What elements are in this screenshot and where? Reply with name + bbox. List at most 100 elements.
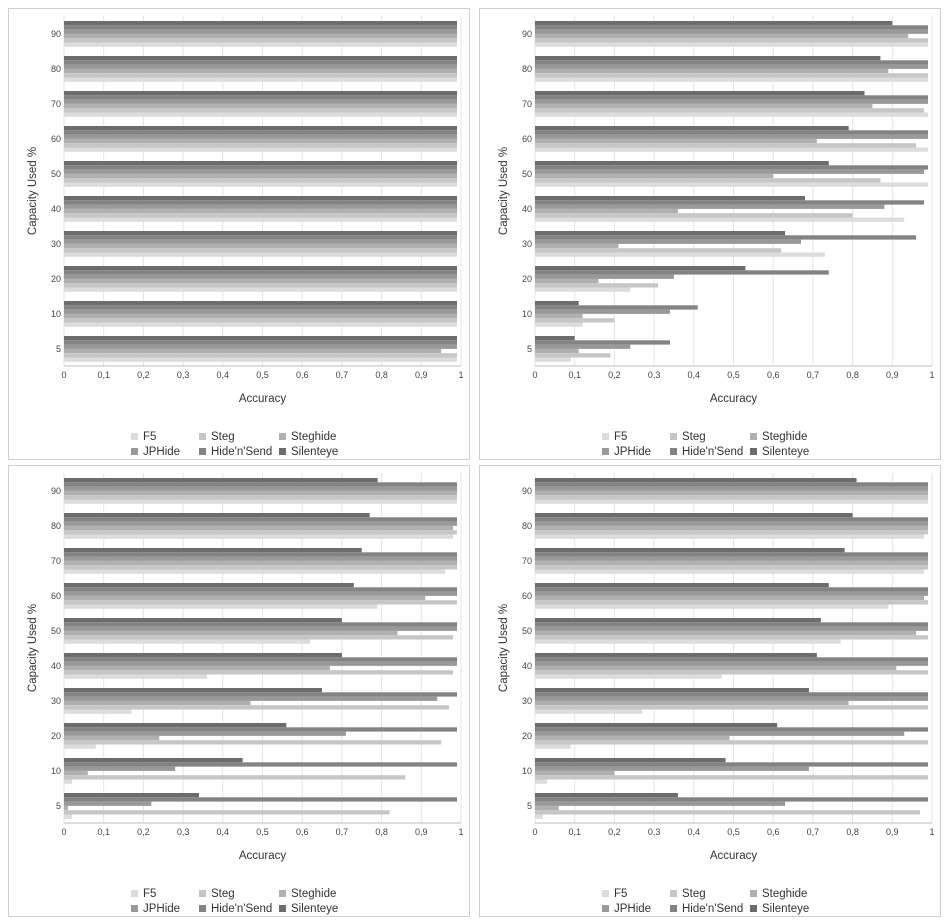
bar-hide-n-send-5: [64, 340, 458, 345]
legend-label: F5: [614, 430, 628, 443]
x-tick-label: 0,3: [177, 827, 190, 837]
legend: F5 Steg Steghide JPHide Hide'n'Send Silenteye: [480, 886, 940, 916]
bar-steghide-70: [535, 103, 873, 109]
bar-silenteye-30: [535, 231, 786, 236]
legend-swatch: [750, 890, 757, 897]
bar-jphide-30: [64, 239, 458, 244]
bar-silenteye-50: [64, 161, 458, 166]
bar-silenteye-10: [64, 758, 243, 763]
bar-hide-n-send-40: [64, 657, 458, 662]
legend-swatch: [670, 448, 677, 455]
bar-steghide-5: [64, 348, 442, 354]
legend-item: Silenteye: [750, 446, 818, 458]
x-tick-label: 0,2: [137, 827, 150, 837]
legend-swatch: [279, 433, 286, 440]
bar-jphide-40: [535, 661, 929, 666]
y-tick-label: 50: [51, 626, 61, 636]
bar-hide-n-send-70: [535, 95, 929, 100]
bar-f5-20: [64, 287, 458, 292]
bar-steghide-30: [535, 243, 619, 249]
x-tick-label: 0,4: [688, 827, 701, 837]
chart-svg: 5 10 20 30 40 50 60 70 80 90 0 0,1 0,2 0,3 0,4 0,5 0,6 0,…: [27, 16, 464, 405]
bar-steghide-80: [64, 525, 454, 531]
bar-f5-5: [535, 814, 543, 819]
bar-silenteye-50: [535, 618, 821, 623]
y-tick-label: 60: [51, 591, 61, 601]
legend-label: Hide'n'Send: [682, 445, 744, 458]
bar-jphide-5: [535, 344, 631, 349]
bar-steghide-40: [64, 208, 458, 214]
bar-f5-70: [535, 569, 925, 574]
bar-f5-90: [535, 42, 929, 47]
x-tick-label: 0,1: [97, 827, 110, 837]
legend-swatch: [750, 433, 757, 440]
bar-steghide-10: [64, 770, 88, 776]
legend-item: Steghide: [279, 888, 347, 900]
bar-silenteye-5: [535, 793, 678, 798]
bar-steghide-60: [535, 138, 817, 144]
bar-silenteye-70: [535, 91, 865, 96]
legend-swatch: [750, 905, 757, 912]
y-axis-title: Capacity Used %: [27, 604, 39, 692]
y-tick-label: 40: [51, 661, 61, 671]
bar-steg-40: [64, 670, 454, 675]
bar-steghide-70: [535, 560, 929, 566]
bar-steghide-60: [64, 595, 426, 601]
legend-swatch: [279, 448, 286, 455]
bar-silenteye-20: [64, 266, 458, 271]
bar-jphide-40: [64, 661, 458, 666]
y-tick-label: 60: [522, 591, 532, 601]
bar-steg-30: [535, 248, 782, 253]
y-tick-label: 40: [522, 661, 532, 671]
bar-jphide-70: [535, 556, 929, 561]
legend-swatch: [670, 433, 677, 440]
bar-steghide-50: [535, 173, 774, 179]
bar-jphide-80: [64, 521, 458, 526]
bar-steghide-90: [535, 490, 929, 496]
chart-svg: 5 10 20 30 40 50 60 70 80 90 0 0,1 0,2 0,3 0,4 0,5 0,6 0,…: [498, 473, 935, 862]
y-tick-label: 30: [51, 239, 61, 249]
bar-steg-60: [535, 600, 929, 605]
x-tick-label: 0: [61, 827, 66, 837]
bar-f5-50: [535, 639, 841, 644]
y-tick-label: 90: [522, 29, 532, 39]
y-tick-label: 80: [522, 64, 532, 74]
x-tick-label: 0,1: [568, 827, 581, 837]
bar-silenteye-60: [535, 126, 849, 131]
bar-silenteye-30: [535, 688, 809, 693]
y-tick-label: 90: [522, 486, 532, 496]
bar-hide-n-send-60: [535, 130, 929, 135]
x-tick-label: 0,7: [807, 370, 820, 380]
bar-steg-70: [64, 565, 458, 570]
legend-label: Hide'n'Send: [682, 902, 744, 915]
legend-swatch: [199, 905, 206, 912]
bar-jphide-10: [64, 309, 458, 314]
bar-f5-20: [535, 744, 571, 749]
x-tick-label: 0,2: [137, 370, 150, 380]
bar-f5-70: [64, 112, 458, 117]
x-axis-title: Accuracy: [710, 393, 758, 405]
bar-hide-n-send-70: [64, 95, 458, 100]
bar-steghide-40: [64, 665, 330, 671]
x-tick-label: 0,3: [648, 827, 661, 837]
bar-f5-70: [64, 569, 446, 574]
legend-swatch: [670, 890, 677, 897]
bar-f5-70: [535, 112, 929, 117]
x-tick-label: 1: [458, 827, 463, 837]
legend-label: Steghide: [762, 430, 808, 443]
bar-steghide-10: [64, 313, 458, 319]
bar-silenteye-90: [535, 21, 893, 26]
bar-jphide-90: [535, 29, 929, 34]
x-tick-label: 0,8: [375, 827, 388, 837]
bar-hide-n-send-40: [535, 657, 929, 662]
bar-steghide-40: [535, 208, 678, 214]
bar-jphide-40: [535, 204, 885, 209]
y-tick-label: 20: [522, 274, 532, 284]
bar-jphide-70: [64, 556, 458, 561]
bar-f5-30: [64, 709, 132, 714]
legend: F5 Steg Steghide JPHide Hide'n'Send Silenteye: [9, 429, 469, 459]
y-tick-label: 40: [51, 204, 61, 214]
bar-steghide-70: [64, 103, 458, 109]
bar-silenteye-60: [535, 583, 829, 588]
bar-steg-20: [64, 283, 458, 288]
